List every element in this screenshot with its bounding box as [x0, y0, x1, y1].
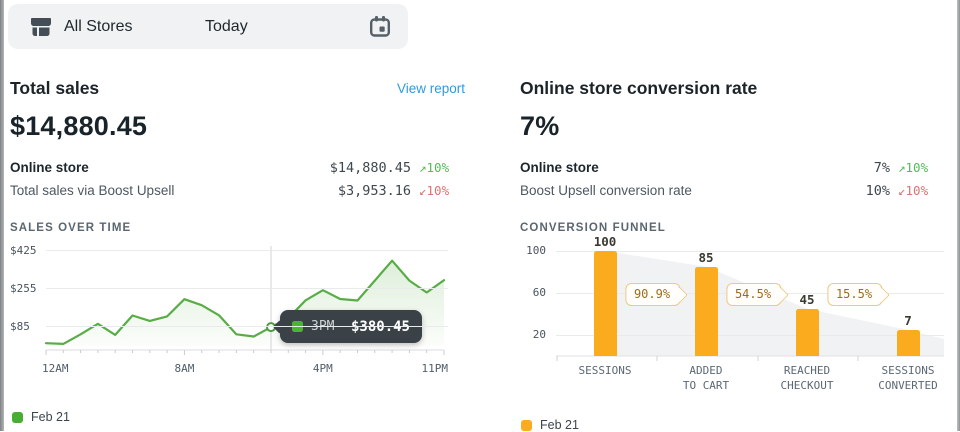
metric-value: 10%	[865, 182, 890, 199]
y-axis-label: 20	[532, 328, 546, 341]
conversion-rate-badge: 54.5%	[725, 283, 782, 306]
x-axis-label: 8AM	[174, 362, 195, 375]
funnel-stage-label-line: REACHED	[783, 364, 831, 377]
funnel-stage-label-line: ADDED	[689, 364, 723, 377]
conversion-title: Online store conversion rate	[520, 78, 758, 98]
funnel-stage-label: REACHED CHECKOUT	[781, 363, 834, 393]
screen-edge-left	[0, 0, 4, 431]
y-gridline	[556, 251, 944, 252]
funnel-stage-label-line: CONVERTED	[878, 379, 938, 392]
bar-value-label: 7	[904, 313, 912, 328]
funnel-stage-label-line: SESSIONS	[881, 364, 935, 377]
metric-row-online-store: Online store $14,880.45 ↗10%	[10, 156, 465, 179]
y-axis-label: 100	[526, 244, 546, 257]
metric-row-online-store: Online store 7% ↗10%	[520, 156, 944, 179]
x-axis-label: 11PM	[421, 362, 448, 375]
total-sales-panel: Total sales View report $14,880.45 Onlin…	[10, 76, 465, 392]
sales-over-time-chart[interactable]: 3PM $380.45 $425 $255 $85 12AM 8AM 4PM 11PM	[10, 242, 465, 392]
conversion-panel: Online store conversion rate 7% Online s…	[520, 76, 944, 392]
bar-value-label: 85	[698, 249, 714, 265]
funnel-stage-label-line: SESSIONS	[578, 364, 632, 377]
metric-delta-up: ↗10%	[898, 160, 929, 175]
funnel-stage-label: SESSIONS	[579, 363, 632, 378]
x-axis-label: 4PM	[312, 362, 333, 375]
bar-value-label: 45	[799, 291, 815, 307]
arrow-down-icon: ↙	[898, 183, 906, 198]
y-gridline	[46, 250, 448, 251]
store-selector-label: All Stores	[64, 17, 133, 35]
calendar-icon	[370, 15, 391, 37]
metric-value: $14,880.45	[329, 159, 411, 176]
metric-delta-down: ↙10%	[898, 183, 929, 198]
metric-delta-down: ↙10%	[419, 183, 450, 198]
funnel-stage-label-line: TO CART	[682, 379, 730, 392]
funnel-bar[interactable]	[795, 308, 819, 356]
metric-label: Total sales via Boost Upsell	[10, 183, 175, 198]
legend-label: Feb 21	[31, 410, 70, 424]
arrow-up-icon: ↗	[898, 160, 906, 175]
metric-row-boost-upsell: Boost Upsell conversion rate 10% ↙10%	[520, 179, 944, 202]
legend-label: Feb 21	[540, 418, 579, 432]
sales-chart-legend: Feb 21	[12, 410, 70, 424]
metric-label: Online store	[520, 160, 599, 175]
y-axis-label: $255	[10, 282, 37, 295]
conversion-funnel-chart[interactable]: 100 60 20 100 SESSIONS 85 ADDED TO CART 45 REACHE…	[520, 234, 944, 393]
arrow-up-icon: ↗	[419, 160, 427, 175]
funnel-bar[interactable]	[896, 330, 920, 356]
conversion-metrics: Online store 7% ↗10% Boost Upsell conver…	[520, 156, 944, 202]
funnel-chart-legend: Feb 21	[521, 418, 579, 432]
screen-edge-right	[957, 0, 960, 431]
funnel-bar[interactable]	[593, 251, 617, 356]
y-axis-label: 60	[532, 286, 546, 299]
metric-value: 7%	[873, 159, 890, 176]
conversion-funnel-title: CONVERSION FUNNEL	[520, 222, 666, 234]
y-gridline	[556, 335, 944, 336]
legend-swatch-orange	[521, 419, 532, 431]
funnel-stage-label-line: CHECKOUT	[780, 379, 834, 392]
metric-delta-up: ↗10%	[419, 160, 450, 175]
conversion-value: 7%	[520, 111, 560, 141]
legend-swatch-green	[12, 411, 23, 423]
metric-label: Boost Upsell conversion rate	[520, 183, 692, 198]
x-axis-label: 12AM	[42, 362, 69, 375]
date-selector-label: Today	[205, 17, 248, 35]
metric-label: Online store	[10, 160, 89, 175]
total-sales-title: Total sales	[10, 78, 100, 98]
conversion-rate-badge: 90.9%	[624, 283, 681, 306]
y-axis-label: $85	[10, 320, 30, 333]
y-gridline	[46, 326, 448, 327]
conversion-rate-badge: 15.5%	[826, 283, 883, 306]
bar-value-label: 100	[593, 234, 617, 249]
y-axis-label: $425	[10, 244, 37, 257]
arrow-down-icon: ↙	[419, 183, 427, 198]
date-selector[interactable]: Today	[181, 4, 408, 49]
funnel-stage-label: SESSIONS CONVERTED	[878, 363, 938, 393]
y-gridline	[46, 288, 448, 289]
storefront-icon	[31, 17, 51, 36]
total-sales-value: $14,880.45	[10, 111, 148, 141]
view-report-link[interactable]: View report	[396, 81, 465, 96]
funnel-bar[interactable]	[694, 266, 718, 356]
total-sales-metrics: Online store $14,880.45 ↗10% Total sales…	[10, 156, 465, 202]
funnel-stage-label: ADDED TO CART	[683, 363, 729, 393]
metric-row-boost-upsell: Total sales via Boost Upsell $3,953.16 ↙…	[10, 179, 465, 202]
sales-over-time-title: SALES OVER TIME	[10, 222, 132, 234]
metric-value: $3,953.16	[337, 182, 411, 199]
